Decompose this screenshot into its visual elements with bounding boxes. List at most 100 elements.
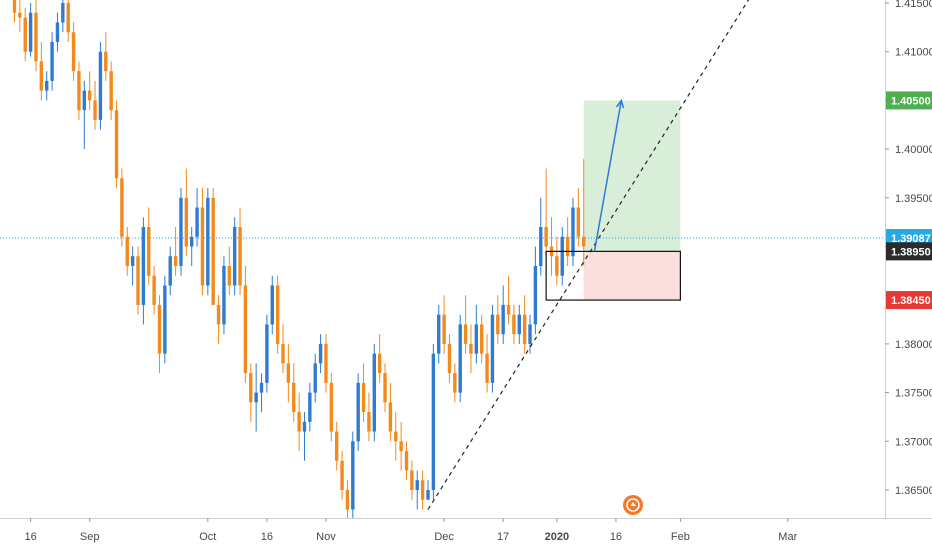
candle bbox=[501, 285, 505, 344]
candle-body bbox=[582, 236, 586, 247]
candle bbox=[404, 441, 409, 481]
candle bbox=[50, 32, 54, 91]
candle bbox=[114, 100, 119, 189]
candle-body bbox=[93, 100, 97, 120]
candle-body bbox=[168, 256, 172, 286]
candle bbox=[34, 0, 38, 72]
candle-body bbox=[533, 265, 538, 325]
candle-body bbox=[404, 451, 409, 471]
candle-body bbox=[130, 256, 135, 266]
candle bbox=[173, 227, 178, 276]
candle bbox=[82, 80, 87, 150]
candle-body bbox=[227, 265, 231, 286]
candle-body bbox=[71, 32, 76, 72]
candle-body bbox=[275, 285, 280, 344]
candle-body bbox=[447, 343, 452, 374]
candle-body bbox=[232, 227, 237, 286]
candle bbox=[555, 236, 559, 286]
y-tick-label: 1.41500 bbox=[895, 0, 932, 10]
candle bbox=[222, 256, 226, 335]
candle bbox=[506, 275, 511, 325]
candle-body bbox=[34, 12, 38, 62]
candle bbox=[130, 246, 135, 286]
candle bbox=[120, 168, 124, 247]
candle-body bbox=[173, 256, 178, 266]
candle bbox=[345, 480, 350, 520]
candle bbox=[238, 207, 242, 296]
candle bbox=[383, 363, 387, 413]
candle bbox=[453, 363, 457, 403]
candle-body bbox=[254, 392, 258, 403]
x-tick-label: 16 bbox=[261, 531, 273, 543]
candle bbox=[66, 0, 70, 42]
y-tick-label: 1.37000 bbox=[895, 436, 932, 448]
candle-body bbox=[265, 324, 269, 383]
candle bbox=[463, 295, 468, 354]
candle-body bbox=[399, 441, 403, 452]
candle-body bbox=[109, 71, 113, 111]
candle-body bbox=[506, 304, 511, 315]
candle bbox=[415, 470, 419, 510]
candle-body bbox=[286, 363, 291, 383]
candle-body bbox=[490, 314, 495, 383]
candle bbox=[394, 412, 398, 461]
candle-body bbox=[77, 71, 81, 111]
candle bbox=[318, 334, 323, 374]
target-arrow-head bbox=[616, 98, 625, 109]
candle-body bbox=[388, 402, 393, 432]
y-tick-label: 1.36500 bbox=[895, 485, 932, 497]
candle bbox=[168, 246, 172, 296]
candle-body bbox=[479, 324, 484, 354]
candle bbox=[141, 217, 146, 325]
candle-body bbox=[157, 304, 162, 354]
candle bbox=[93, 80, 97, 130]
candle-body bbox=[356, 382, 360, 442]
candle bbox=[485, 334, 489, 393]
overlays bbox=[427, 0, 750, 510]
candle-body bbox=[211, 197, 215, 305]
candle bbox=[77, 61, 81, 120]
candle-body bbox=[243, 285, 248, 374]
candle-body bbox=[383, 373, 387, 403]
candle bbox=[18, 0, 22, 33]
x-tick-label: Oct bbox=[199, 531, 216, 543]
candle-body bbox=[544, 227, 548, 247]
candle-body bbox=[98, 51, 103, 120]
candle-body bbox=[281, 343, 285, 364]
candle bbox=[571, 197, 575, 266]
candle bbox=[55, 12, 60, 52]
candle bbox=[582, 158, 586, 266]
candle-body bbox=[458, 324, 462, 393]
candle bbox=[388, 382, 393, 442]
candle-body bbox=[474, 324, 479, 354]
candle-body bbox=[297, 412, 301, 432]
candle-body bbox=[367, 412, 371, 432]
candle-body bbox=[55, 22, 60, 42]
candle-body bbox=[120, 178, 124, 237]
candle-body bbox=[125, 236, 129, 266]
position-zones bbox=[583, 100, 681, 301]
candle-body bbox=[512, 314, 516, 335]
stop-loss-tag-label: 1.38450 bbox=[891, 295, 931, 307]
candle-body bbox=[206, 197, 210, 286]
candle bbox=[474, 304, 479, 364]
candle-body bbox=[23, 17, 27, 52]
candle bbox=[249, 363, 253, 422]
candle-body bbox=[377, 353, 382, 374]
candle-body bbox=[313, 363, 317, 393]
candle-body bbox=[152, 275, 156, 305]
candle bbox=[447, 334, 452, 383]
candle bbox=[539, 197, 543, 276]
candle-body bbox=[539, 227, 543, 266]
candle bbox=[23, 7, 27, 62]
candle bbox=[286, 343, 291, 403]
candle bbox=[297, 392, 301, 452]
candle-body bbox=[576, 207, 581, 237]
stop-loss-tag: 1.38450 bbox=[886, 291, 932, 310]
candle bbox=[163, 275, 167, 364]
candle-body bbox=[501, 304, 505, 335]
candle bbox=[152, 265, 156, 315]
y-tick-label: 1.40000 bbox=[895, 144, 932, 156]
candle bbox=[372, 343, 376, 442]
